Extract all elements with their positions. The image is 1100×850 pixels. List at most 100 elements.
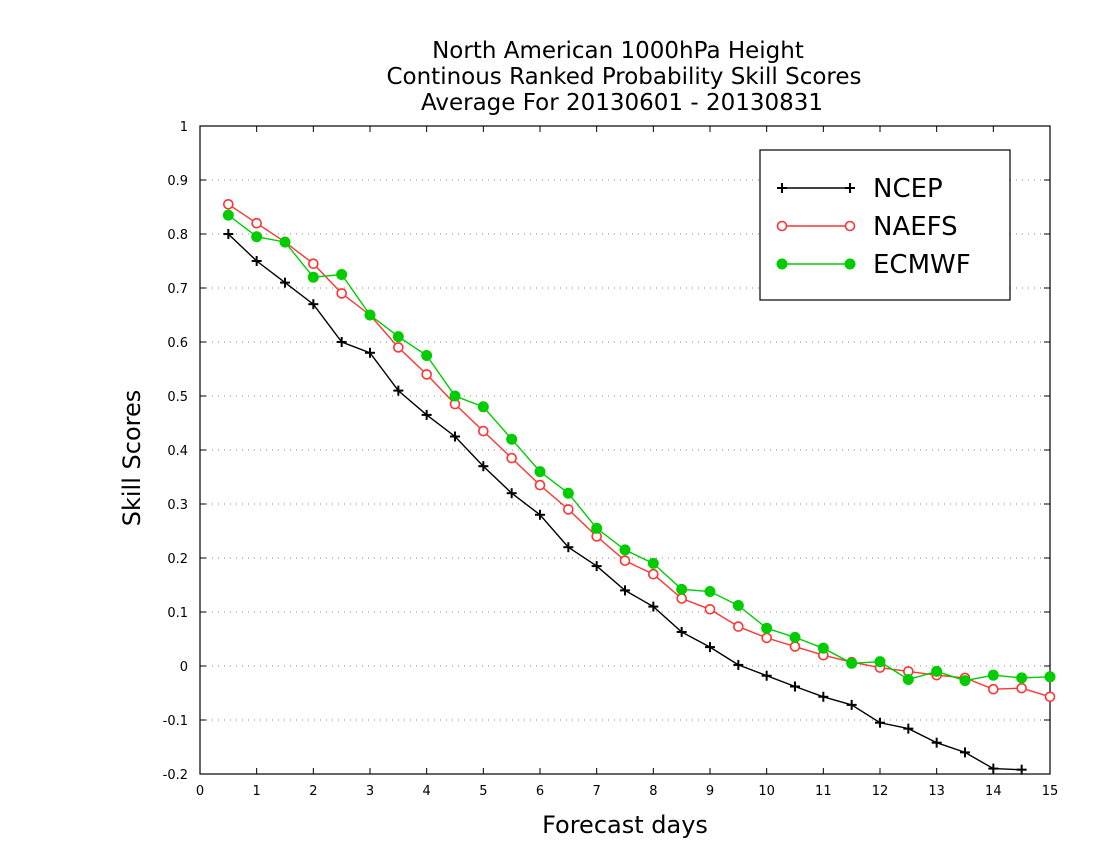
- data-point-naefs: [648, 568, 659, 580]
- data-point-ncep: [875, 717, 885, 728]
- data-point-naefs: [789, 641, 801, 652]
- data-point-ncep: [931, 737, 942, 748]
- y-tick-label: 0: [180, 660, 188, 675]
- y-tick-label: -0.1: [163, 714, 188, 729]
- data-point-ncep: [450, 431, 460, 442]
- x-tick-label: 4: [423, 784, 431, 799]
- series-ncep: [223, 229, 1027, 775]
- data-point-ecmwf: [761, 622, 773, 634]
- chart-title: North American 1000hPa Height Continous …: [386, 38, 861, 116]
- x-axis-label: Forecast days: [542, 811, 708, 839]
- legend-box: [759, 149, 1011, 301]
- x-tick-label: 5: [479, 784, 487, 799]
- data-point-ecmwf: [902, 674, 914, 685]
- data-point-ncep: [676, 626, 687, 637]
- data-point-ncep: [790, 681, 800, 692]
- legend-label-naefs: NAEFS: [873, 212, 958, 242]
- data-point-ecmwf: [987, 669, 999, 681]
- data-point-naefs: [308, 258, 319, 270]
- x-tick-label: 9: [706, 784, 714, 799]
- data-point-ecmwf: [591, 522, 603, 534]
- data-point-ecmwf: [222, 209, 234, 221]
- x-tick-label: 3: [366, 784, 374, 799]
- data-point-ncep: [761, 670, 772, 681]
- data-point-ncep: [478, 461, 489, 472]
- legend-marker-ncep: [777, 183, 787, 193]
- data-point-ncep: [960, 747, 970, 758]
- x-tick-label: 8: [649, 784, 657, 799]
- data-point-ecmwf: [336, 269, 348, 280]
- legend-marker-naefs: [776, 220, 788, 232]
- x-tick-label: 11: [815, 784, 832, 799]
- data-point-ecmwf: [449, 390, 461, 402]
- data-point-ncep: [365, 347, 375, 358]
- data-point-naefs: [506, 452, 517, 464]
- y-tick-label: 1: [180, 120, 188, 135]
- data-point-ncep: [620, 585, 630, 596]
- data-point-ncep: [336, 337, 347, 347]
- data-point-naefs: [393, 342, 404, 353]
- y-tick-label: 0.6: [167, 336, 188, 351]
- title-line-1: North American 1000hPa Height: [432, 38, 804, 64]
- x-tick-label: 1: [253, 784, 261, 799]
- data-point-ecmwf: [846, 657, 858, 669]
- x-tick-label: 15: [1042, 784, 1059, 799]
- data-point-ncep: [591, 561, 602, 572]
- y-tick-label: 0.5: [167, 390, 188, 405]
- y-tick-label: 0.7: [167, 282, 188, 297]
- title-line-2: Continous Ranked Probability Skill Score…: [386, 64, 861, 90]
- data-point-naefs: [336, 288, 347, 299]
- legend-marker-ecmwf: [844, 258, 856, 270]
- x-tick-label: 7: [593, 784, 601, 799]
- data-point-naefs: [988, 683, 999, 695]
- y-tick-label: 0.2: [167, 552, 188, 567]
- data-point-naefs: [1016, 682, 1027, 694]
- data-point-ncep: [846, 699, 857, 710]
- data-point-naefs: [251, 217, 262, 229]
- data-point-naefs: [704, 603, 716, 615]
- data-point-naefs: [223, 199, 234, 210]
- y-tick-label: -0.2: [163, 768, 188, 783]
- data-point-ecmwf: [562, 487, 574, 499]
- data-point-naefs: [619, 555, 631, 567]
- data-point-ncep: [223, 229, 234, 239]
- data-point-ecmwf: [647, 557, 659, 569]
- legend: NCEP NAEFS ECMWF: [759, 149, 1011, 301]
- data-point-ecmwf: [279, 236, 291, 248]
- data-point-naefs: [733, 621, 744, 632]
- data-point-ncep: [421, 409, 432, 420]
- data-point-ecmwf: [619, 544, 631, 556]
- y-tick-label: 0.8: [167, 228, 188, 243]
- data-point-ecmwf: [704, 585, 716, 597]
- data-point-ncep: [280, 277, 290, 288]
- x-axis-ticks: 0 1 2 3 4 5 6 7 8 9 10 11 12 13 14 15: [196, 126, 1058, 799]
- data-point-ecmwf: [789, 631, 801, 643]
- legend-label-ncep: NCEP: [873, 174, 943, 204]
- x-tick-label: 0: [196, 784, 204, 799]
- data-point-ncep: [818, 691, 829, 702]
- data-point-ecmwf: [251, 231, 263, 243]
- series-line-ncep: [227, 233, 1022, 771]
- y-tick-label: 0.3: [167, 498, 188, 513]
- data-point-ecmwf: [817, 642, 829, 654]
- data-point-ecmwf: [1016, 672, 1028, 684]
- y-tick-label: 0.9: [167, 174, 188, 189]
- x-tick-label: 13: [928, 784, 945, 799]
- y-tick-label: 0.1: [167, 606, 188, 621]
- data-point-naefs: [1044, 691, 1056, 703]
- data-point-ecmwf: [534, 466, 546, 478]
- data-point-ecmwf: [307, 271, 319, 283]
- legend-marker-ncep: [845, 183, 855, 193]
- data-point-ecmwf: [392, 331, 404, 343]
- data-point-ncep: [251, 256, 262, 266]
- data-point-ncep: [1016, 764, 1027, 775]
- legend-marker-ecmwf: [776, 258, 788, 270]
- x-tick-label: 14: [985, 784, 1002, 799]
- x-tick-label: 10: [758, 784, 775, 799]
- data-point-ecmwf: [364, 309, 376, 321]
- data-point-naefs: [421, 369, 432, 380]
- x-tick-label: 12: [872, 784, 889, 799]
- data-point-ecmwf: [874, 656, 886, 668]
